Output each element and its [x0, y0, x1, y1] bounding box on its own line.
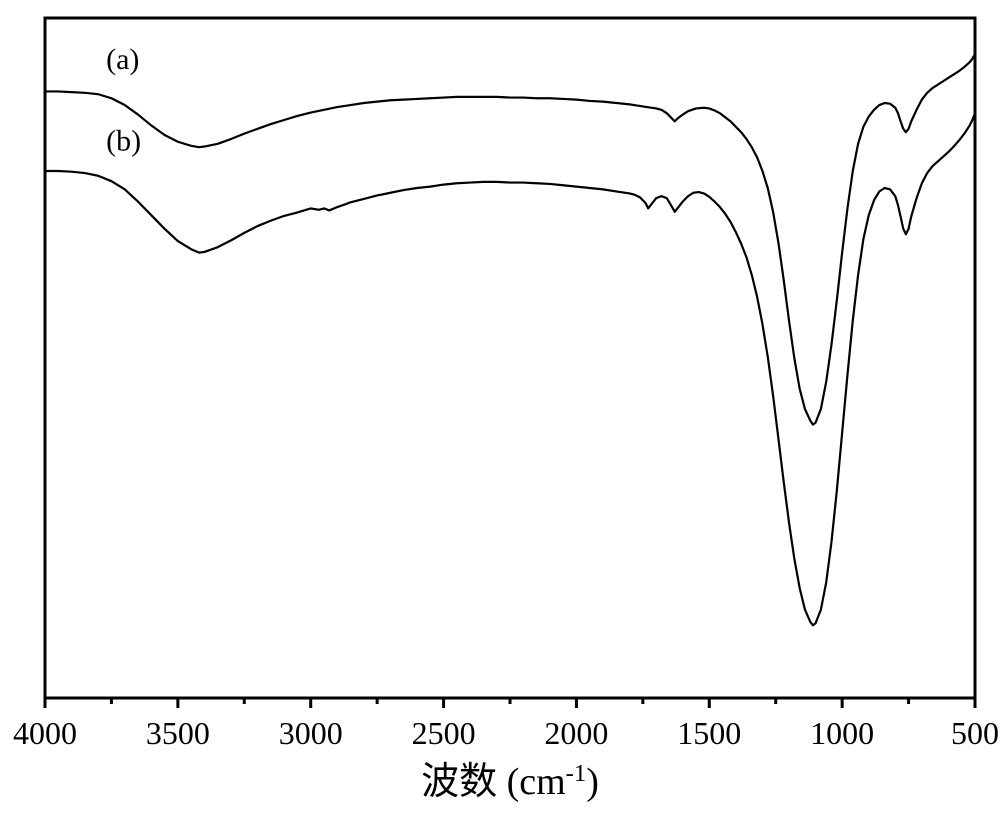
x-tick-label: 3000	[279, 715, 343, 751]
x-tick-label: 500	[951, 715, 999, 751]
chart-svg: 4000 3500 3000 2500 2000 1500 1000 500 波数 (cm-1)…	[0, 0, 1000, 833]
ftir-spectrum-chart: 4000 3500 3000 2500 2000 1500 1000 500 波数 (cm-1)…	[0, 0, 1000, 833]
x-tick-label: 2500	[412, 715, 476, 751]
x-axis-label: 波数 (cm-1)	[421, 760, 599, 804]
series-label-b: (b)	[106, 125, 141, 158]
x-tick-label: 1000	[810, 715, 874, 751]
x-tick-label: 4000	[13, 715, 77, 751]
series-label-a: (a)	[106, 43, 139, 76]
plot-area	[45, 18, 975, 698]
x-tick-label: 2000	[544, 715, 608, 751]
x-tick-label: 3500	[146, 715, 210, 751]
x-tick-label: 1500	[677, 715, 741, 751]
